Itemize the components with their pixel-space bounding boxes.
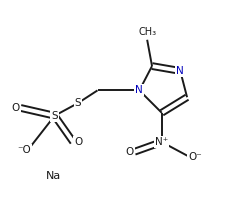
Text: O: O [74, 137, 82, 147]
Text: O⁻: O⁻ [187, 152, 201, 162]
Text: N: N [135, 85, 143, 95]
Text: Na: Na [46, 171, 61, 181]
Text: O: O [125, 147, 133, 157]
Text: CH₃: CH₃ [137, 27, 155, 37]
Text: N: N [176, 66, 183, 76]
Text: N⁺: N⁺ [155, 137, 168, 147]
Text: S: S [74, 98, 81, 108]
Text: S: S [51, 111, 58, 121]
Text: ⁻O: ⁻O [18, 145, 31, 155]
Text: O: O [12, 103, 20, 113]
